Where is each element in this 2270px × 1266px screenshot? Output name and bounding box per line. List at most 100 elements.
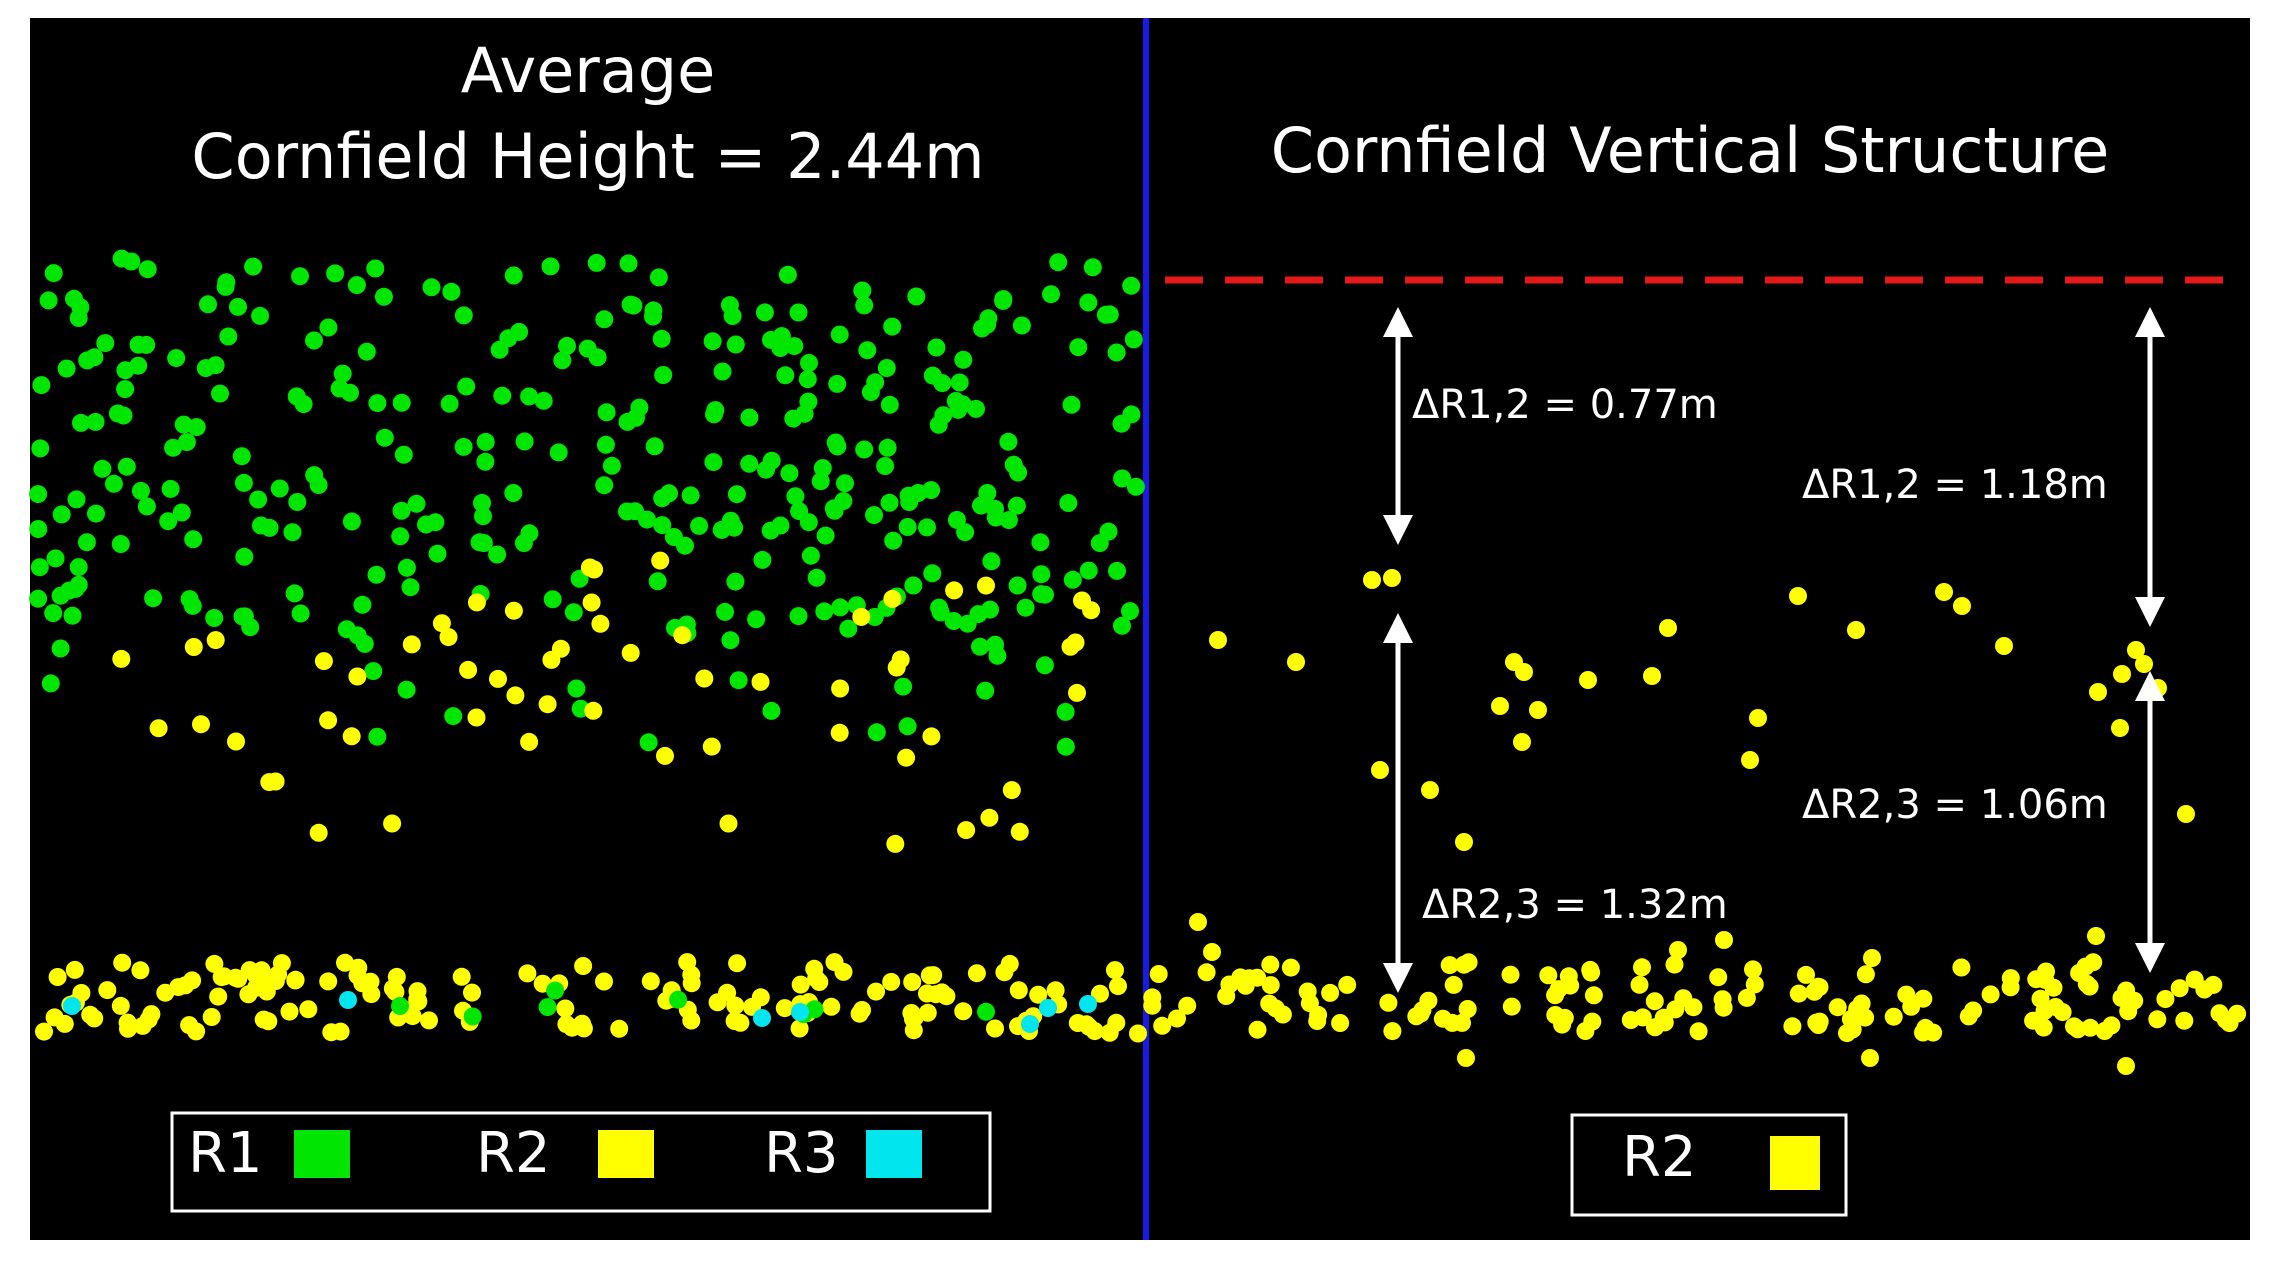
left-title-line2: Cornfield Height = 2.44m <box>191 120 984 193</box>
delta-r12-right-label: ΔR1,2 = 1.18m <box>1802 462 2108 508</box>
point-r2 <box>2117 1057 2135 1075</box>
point-r1 <box>1032 565 1051 584</box>
point-r1 <box>618 502 636 521</box>
point-r2 <box>2148 1010 2167 1029</box>
point-r1 <box>67 490 86 509</box>
point-r1 <box>729 671 748 690</box>
point-r1 <box>865 506 883 525</box>
point-r1 <box>270 479 289 498</box>
point-r2 <box>1000 954 1019 973</box>
point-r1 <box>397 558 416 577</box>
point-r1 <box>252 516 270 535</box>
point-r1 <box>740 454 759 473</box>
point-r2 <box>1073 591 1091 610</box>
point-r1 <box>476 452 495 471</box>
point-r1 <box>877 359 896 377</box>
point-r1 <box>762 451 781 470</box>
point-r2 <box>2077 974 2096 993</box>
point-r1 <box>831 598 850 617</box>
point-r2 <box>322 1023 341 1042</box>
point-r2 <box>192 715 210 734</box>
point-r1 <box>855 440 874 459</box>
point-r2 <box>85 1009 104 1028</box>
legend-left-label-r1: R1 <box>188 1121 263 1186</box>
point-r2 <box>2076 957 2095 976</box>
point-r2 <box>831 679 850 698</box>
point-r1 <box>549 443 568 462</box>
point-r1 <box>137 497 156 516</box>
point-r2 <box>1371 761 1389 779</box>
point-r2 <box>48 968 67 986</box>
point-r1 <box>596 435 615 454</box>
point-r1 <box>85 348 104 367</box>
point-r2 <box>2087 927 2105 945</box>
point-r2 <box>1197 963 1216 982</box>
point-r1 <box>949 400 968 419</box>
point-r1 <box>417 515 435 534</box>
point-r1 <box>294 395 313 414</box>
point-r1 <box>639 733 658 752</box>
point-r1 <box>422 278 441 297</box>
point-r1 <box>861 383 880 402</box>
point-r2 <box>937 987 956 1006</box>
point-r2 <box>1633 958 1651 977</box>
legend-left-swatch-r1 <box>294 1130 350 1178</box>
point-r1 <box>597 403 616 422</box>
point-r2 <box>1080 1017 1098 1036</box>
point-r1 <box>457 377 476 396</box>
point-r1 <box>454 437 473 456</box>
point-r2 <box>1421 781 1439 799</box>
point-r1 <box>206 356 225 375</box>
point-r2 <box>822 997 841 1016</box>
point-r1 <box>510 322 529 341</box>
point-r2 <box>775 999 794 1018</box>
point-r1 <box>72 413 90 432</box>
point-r2 <box>35 1022 53 1041</box>
point-r2 <box>1379 993 1398 1012</box>
point-r2 <box>695 669 714 688</box>
point-r2 <box>504 601 523 620</box>
point-r2 <box>1444 975 1463 994</box>
point-r2 <box>1797 965 1815 984</box>
point-r1 <box>470 533 489 552</box>
point-r2 <box>142 1005 161 1024</box>
right-title: Cornfield Vertical Structure <box>1271 114 2110 187</box>
point-r1 <box>638 510 656 529</box>
point-r2 <box>728 954 747 973</box>
point-r2 <box>1559 967 1578 986</box>
point-r1 <box>397 680 416 699</box>
point-r1 <box>283 523 302 542</box>
point-r1 <box>305 331 323 350</box>
point-r1 <box>986 508 1005 527</box>
point-r1 <box>235 547 254 566</box>
point-r2 <box>1298 982 1317 1001</box>
point-r1 <box>950 373 969 392</box>
point-r2 <box>1924 1023 1943 1042</box>
point-r1 <box>801 546 820 565</box>
point-r2 <box>897 748 916 767</box>
point-r1 <box>595 476 614 495</box>
point-r2 <box>183 971 202 990</box>
point-r1 <box>249 490 268 509</box>
point-r2 <box>2170 979 2189 998</box>
point-r2 <box>551 639 570 658</box>
point-r1 <box>721 631 740 650</box>
point-r2 <box>239 985 258 1004</box>
point-r2 <box>1789 587 1807 605</box>
point-r2 <box>2095 1022 2114 1040</box>
point-r2 <box>582 593 601 612</box>
point-r2 <box>1714 998 1733 1017</box>
point-r2 <box>621 643 640 662</box>
point-r1 <box>454 306 473 325</box>
point-r1 <box>645 437 664 456</box>
point-r1 <box>1007 496 1026 515</box>
point-r2 <box>229 969 248 988</box>
point-r2 <box>1546 986 1565 1005</box>
point-r1 <box>789 607 808 626</box>
point-r2 <box>1331 1014 1350 1032</box>
point-r1 <box>648 572 667 591</box>
point-r2 <box>1143 996 1162 1015</box>
point-r2 <box>1952 958 1971 977</box>
point-r2 <box>65 960 84 979</box>
point-r1 <box>29 520 48 538</box>
